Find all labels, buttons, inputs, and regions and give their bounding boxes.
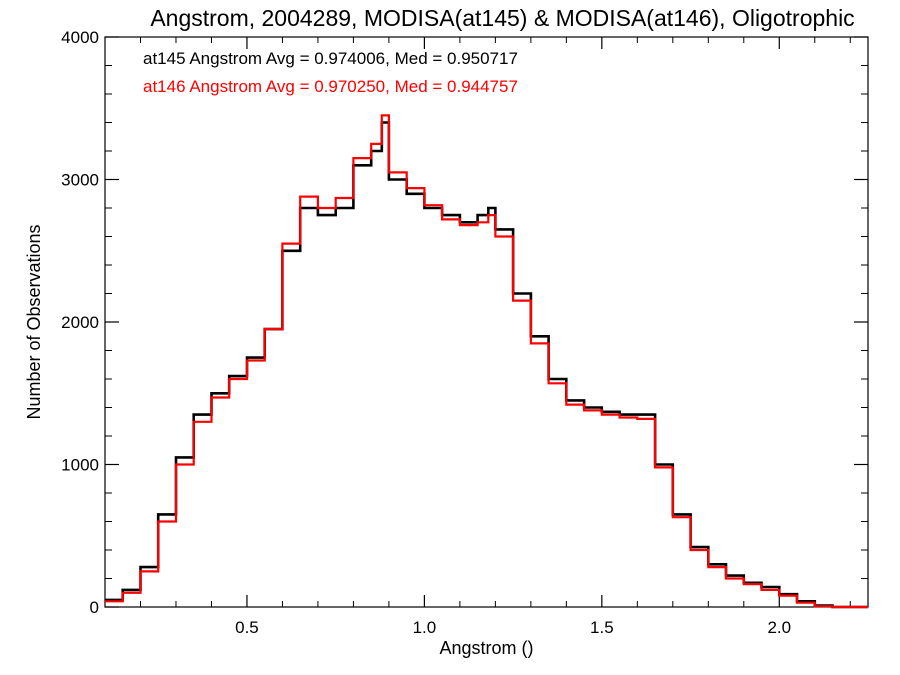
x-tick-label: 0.5 <box>235 618 259 637</box>
y-tick-label: 0 <box>90 598 99 617</box>
x-axis: 0.5 1.0 1.5 2.0 <box>104 37 851 637</box>
y-tick-label: 4000 <box>61 28 99 47</box>
chart-title: Angstrom, 2004289, MODISA(at145) & MODIS… <box>150 5 854 31</box>
x-axis-label: Angstrom () <box>439 638 533 658</box>
series-line-at145 <box>105 121 868 609</box>
x-tick-label: 1.5 <box>590 618 614 637</box>
annotation-at145: at145 Angstrom Avg = 0.974006, Med = 0.9… <box>143 49 518 68</box>
series-group <box>105 114 868 609</box>
y-tick-label: 3000 <box>61 171 99 190</box>
y-tick-label: 1000 <box>61 456 99 475</box>
annotation-at146: at146 Angstrom Avg = 0.970250, Med = 0.9… <box>143 77 518 96</box>
y-tick-label: 2000 <box>61 313 99 332</box>
x-tick-label: 2.0 <box>767 618 791 637</box>
series-line-at146 <box>105 114 868 609</box>
y-axis: 0 1000 2000 3000 4000 <box>61 28 868 617</box>
y-axis-label: Number of Observations <box>24 224 44 419</box>
plot-frame <box>104 36 869 608</box>
x-tick-label: 1.0 <box>413 618 437 637</box>
